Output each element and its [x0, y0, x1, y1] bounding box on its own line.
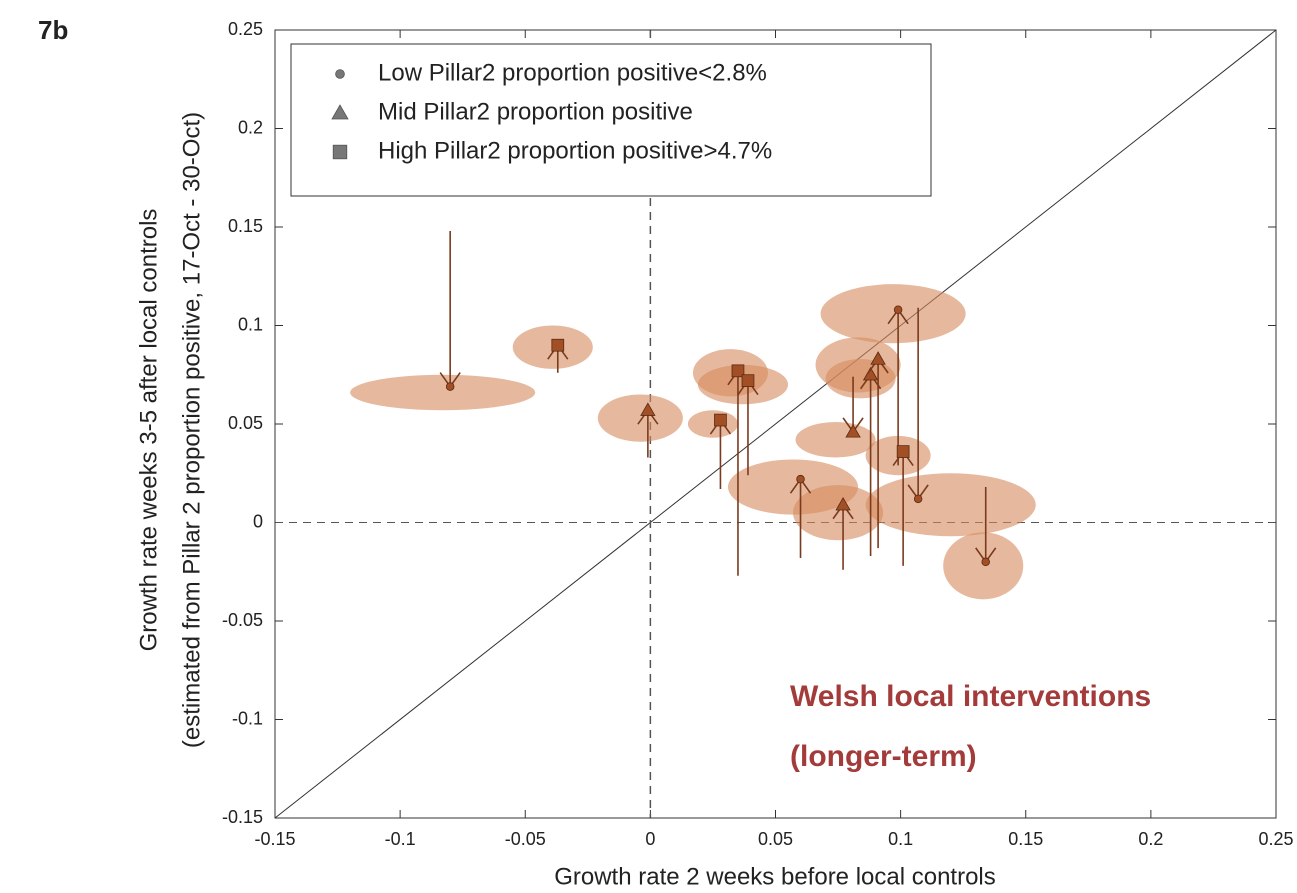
marker	[640, 402, 656, 416]
y-tick-label: 0	[253, 511, 263, 531]
y-tick-label: 0.05	[228, 413, 263, 433]
x-tick-label: 0.25	[1258, 829, 1293, 849]
marker	[896, 445, 910, 458]
legend-label: Low Pillar2 proportion positive<2.8%	[378, 59, 767, 86]
x-tick-label: 0.1	[888, 829, 913, 849]
marker	[445, 382, 455, 391]
legend-marker	[335, 69, 345, 79]
x-tick-label: 0.05	[758, 829, 793, 849]
marker	[862, 366, 879, 381]
uncertainty-ellipse	[350, 374, 536, 411]
uncertainty-ellipse	[820, 284, 966, 344]
x-tick-label: -0.1	[385, 829, 416, 849]
y-tick-label: 0.1	[238, 314, 263, 334]
marker	[551, 338, 565, 352]
uncertainty-ellipse	[795, 422, 876, 458]
annotation: (longer-term)	[790, 740, 977, 773]
x-axis-label: Growth rate 2 weeks before local control…	[554, 863, 996, 890]
legend-box	[290, 43, 932, 197]
panel-label: 7b	[38, 15, 68, 45]
marker	[893, 305, 903, 314]
marker	[913, 494, 923, 504]
legend-label: Mid Pillar2 proportion positive	[378, 98, 693, 125]
y-tick-label: 0.25	[228, 19, 263, 39]
legend-marker	[331, 104, 349, 120]
uncertainty-ellipse	[825, 358, 896, 399]
marker	[870, 351, 886, 365]
marker	[714, 413, 727, 427]
y-axis-label: (estimated from Pillar 2 proportion posi…	[178, 112, 205, 748]
plot-area: -0.15 -0.1 -0.05 0 0.05 0.1 0.15 0.2 0.25 -0.15 -0…	[222, 19, 1294, 849]
marker	[731, 364, 745, 378]
plot-frame	[274, 29, 1277, 819]
uncertainty-ellipse	[943, 532, 1024, 600]
marker	[741, 374, 755, 388]
y-tick-label: 0.15	[228, 216, 263, 236]
y-tick-label: -0.15	[222, 807, 263, 827]
x-tick-label: 0.2	[1138, 829, 1163, 849]
marker	[835, 496, 851, 511]
y-tick-label: -0.1	[232, 708, 263, 728]
legend-label: High Pillar2 proportion positive>4.7%	[378, 137, 772, 164]
uncertainty-ellipse	[597, 394, 683, 442]
marker	[981, 557, 990, 567]
y-tick-label: -0.05	[222, 610, 263, 630]
x-tick-label: -0.05	[505, 829, 546, 849]
legend-marker	[332, 144, 348, 160]
annotation: Welsh local interventions	[790, 680, 1151, 713]
y-tick-label: 0.2	[238, 117, 263, 137]
identity-line	[274, 29, 1277, 819]
x-tick-label: -0.15	[254, 829, 295, 849]
marker	[845, 424, 861, 438]
marker	[796, 474, 805, 484]
y-axis-label: Growth rate weeks 3-5 after local contro…	[135, 209, 162, 652]
uncertainty-ellipse	[865, 473, 1036, 537]
x-tick-label: 0.15	[1008, 829, 1043, 849]
legend: Low Pillar2 proportion positive<2.8% Mid …	[290, 43, 932, 197]
x-tick-label: 0	[645, 829, 655, 849]
